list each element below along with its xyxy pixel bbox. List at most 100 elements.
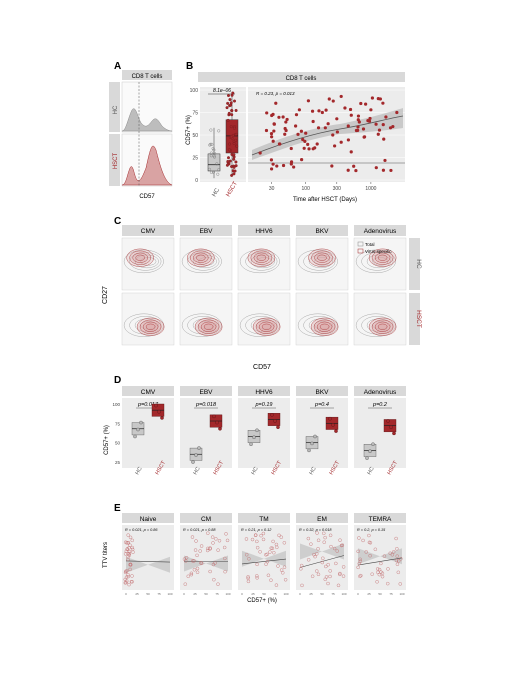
c-contour-total [297,249,338,274]
d-point-hsct [386,419,390,423]
c-contour-virus [317,254,327,261]
e-point [364,550,368,554]
e-trend-line [357,557,403,566]
e-point [261,537,266,542]
e-point [258,550,262,554]
b-box-point [234,108,238,112]
c-contour-total [366,254,391,269]
e-point [306,558,311,562]
b-scatter-point [333,144,337,148]
c-contour-total [198,321,215,330]
e-point [128,535,133,540]
c-contour-virus [136,317,165,336]
c-strip-label: CMV [141,228,156,235]
c-contour-total [187,252,220,271]
e-ci-band [126,556,170,573]
e-point [324,564,328,569]
d-point-hsct [392,431,396,436]
b-box-point [226,94,230,98]
c-contour-total [308,318,333,332]
e-stat: R = 0.2, p = 0.15 [357,528,386,532]
b-scatter-point [272,129,276,133]
b-box-point [229,125,233,129]
e-point [274,542,279,547]
e-xtick-label: 25 [367,592,371,596]
c-contour-total [250,318,275,332]
b-x-ticks: 30 100 300 1000 [269,182,377,192]
e-point [198,549,202,553]
b-scatter-point [307,147,311,151]
b-scatter-point [292,165,296,169]
b-box-point [226,101,230,105]
e-point [253,533,258,537]
b-ytick-label: 50 [192,133,198,139]
e-point [269,578,273,582]
e-point [277,533,281,538]
e-point [379,561,383,566]
panel-label-a: A [114,61,121,72]
e-point [367,533,371,538]
e-point [361,538,365,543]
b-box-point [230,113,234,117]
d-point-hc [365,456,369,460]
b-ylabel: CD57+ (%) [186,115,192,145]
b-xtick-label: 100 [302,186,311,192]
e-point [271,539,275,544]
e-point [127,552,131,556]
e-point [129,579,134,584]
d-point-hsct [160,416,164,420]
b-box-point [215,162,219,166]
c-contour-total [256,321,273,330]
e-stat: R = 0.021, p = 0.88 [183,528,216,532]
b-scatter-point [346,124,350,128]
b-scatter-point [269,158,274,162]
d-plot-area [122,398,174,468]
e-point [192,559,196,563]
e-point [199,561,203,565]
c-strip-label: BKV [315,228,329,235]
c-strip-hhv6 [238,225,290,236]
b-box-point [232,172,236,176]
c-cell [179,237,233,291]
d-point-hsct [218,426,222,431]
e-xtick-label: 75 [157,592,161,596]
e-point [195,566,200,571]
e-point [299,563,304,568]
c-strip-bkv [296,225,348,236]
d-point-hsct [334,429,338,433]
d-plot-area [238,398,290,468]
c-contour-total [355,313,396,337]
e-point [380,571,385,575]
d-point-hc [307,448,311,453]
b-box-point [212,148,216,152]
c-contour-virus [377,254,388,261]
b-scatter-point [330,164,334,168]
d-point-hc [133,434,137,439]
d-point-hsct [212,414,216,419]
e-point [264,562,268,566]
e-point [123,570,128,575]
b-scatter-point [306,142,310,146]
b-scatter-point [311,147,315,151]
b-scatter-point [331,133,335,137]
e-point [329,544,333,549]
c-contour-virus [203,323,214,330]
e-point [394,536,398,541]
b-scatter-point [320,110,324,115]
e-point [130,538,134,543]
b-scatter-point [269,132,274,136]
e-point [189,571,194,576]
e-ci-band [300,543,344,560]
b-scatter-point [297,108,301,112]
e-point [315,531,319,535]
e-point [127,553,131,557]
e-point [396,570,401,575]
b-boxplots [207,91,239,179]
d-plot-area [296,398,348,468]
b-scatter-point [272,122,276,126]
b-stat: R = 0.23, p = 0.013 [256,91,295,96]
panel-b: CD8 T cells CD57+ (%) 0 25 50 75 100 8.1e–06… [186,72,405,203]
c-contour-total [239,249,280,274]
b-box-point [232,153,236,157]
e-point [190,535,195,539]
